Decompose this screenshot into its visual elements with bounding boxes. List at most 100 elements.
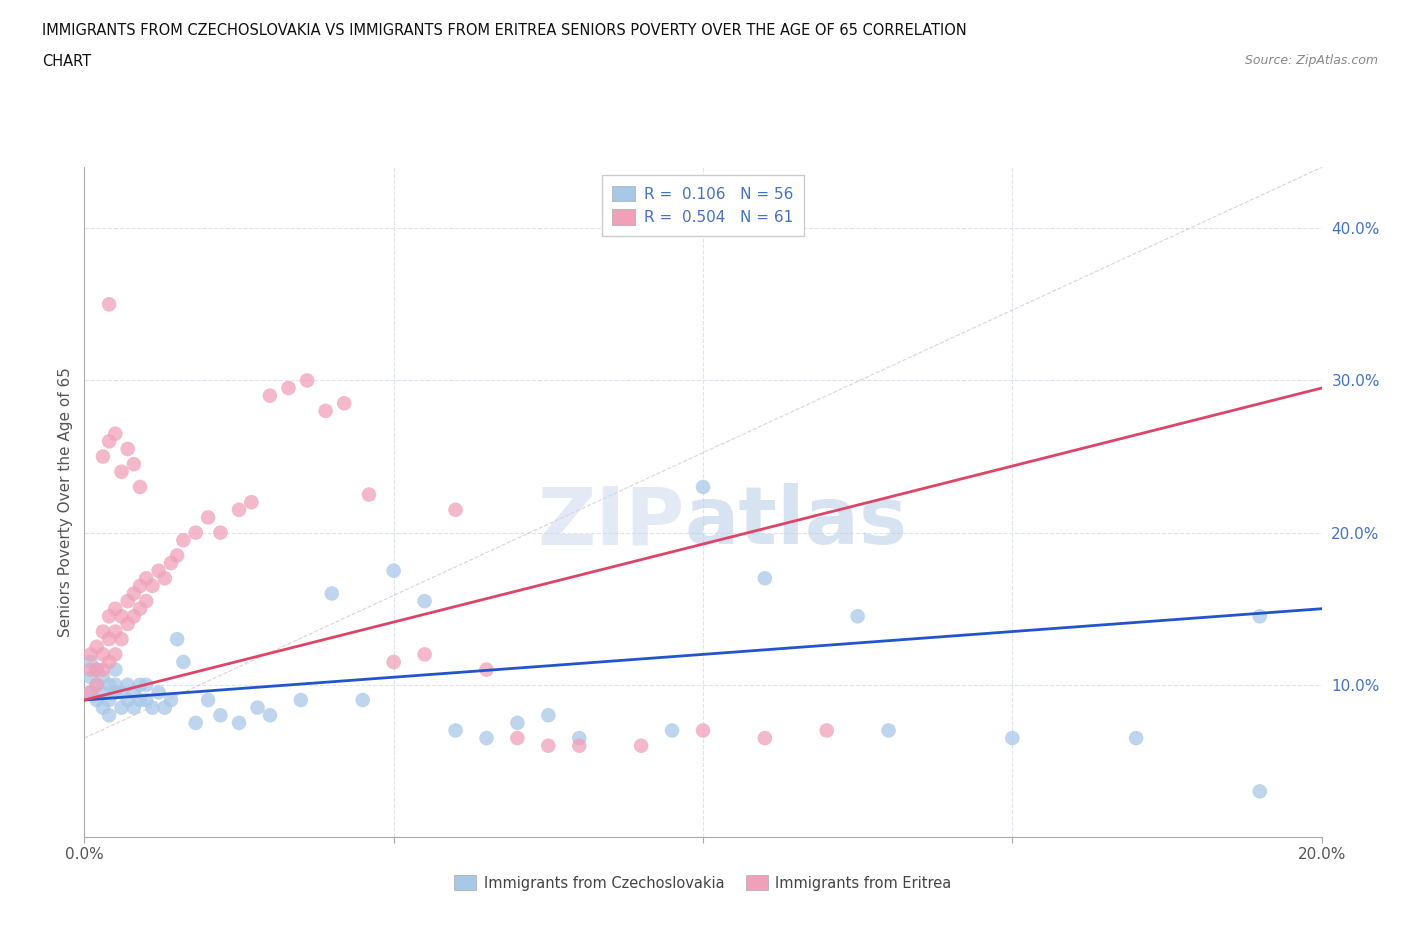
Point [110, 464, 132, 479]
Point [104, 677, 127, 692]
Point [568, 731, 591, 746]
Point [98, 708, 121, 723]
Point [290, 693, 312, 708]
Point [98, 434, 121, 449]
Point [79, 685, 101, 700]
Point [86, 639, 108, 654]
Legend: Immigrants from Czechoslovakia, Immigrants from Eritrea: Immigrants from Czechoslovakia, Immigran… [449, 870, 957, 897]
Point [122, 457, 145, 472]
Point [382, 655, 405, 670]
Point [475, 731, 498, 746]
Point [86, 677, 108, 692]
Point [153, 571, 176, 586]
Point [506, 731, 529, 746]
Point [197, 510, 219, 525]
Point [135, 571, 157, 586]
Point [104, 647, 127, 662]
Point [475, 662, 498, 677]
Point [692, 480, 714, 495]
Point [122, 609, 145, 624]
Point [815, 723, 838, 737]
Point [129, 677, 152, 692]
Point [141, 578, 163, 593]
Point [122, 685, 145, 700]
Point [209, 708, 232, 723]
Text: atlas: atlas [685, 484, 907, 562]
Point [79, 655, 101, 670]
Point [104, 624, 127, 639]
Point [117, 617, 139, 631]
Point [877, 723, 900, 737]
Point [135, 677, 157, 692]
Point [172, 655, 194, 670]
Point [117, 693, 139, 708]
Text: ZIP: ZIP [537, 484, 685, 562]
Point [754, 571, 776, 586]
Point [117, 442, 139, 457]
Point [110, 700, 132, 715]
Point [129, 602, 152, 617]
Point [537, 708, 560, 723]
Point [444, 502, 467, 517]
Point [141, 700, 163, 715]
Point [172, 533, 194, 548]
Point [184, 525, 207, 540]
Point [160, 555, 183, 570]
Point [110, 685, 132, 700]
Point [382, 564, 405, 578]
Text: IMMIGRANTS FROM CZECHOSLOVAKIA VS IMMIGRANTS FROM ERITREA SENIORS POVERTY OVER T: IMMIGRANTS FROM CZECHOSLOVAKIA VS IMMIGR… [42, 23, 967, 38]
Point [1249, 609, 1271, 624]
Point [315, 404, 337, 418]
Point [228, 502, 250, 517]
Point [166, 548, 188, 563]
Point [197, 693, 219, 708]
Text: Source: ZipAtlas.com: Source: ZipAtlas.com [1244, 54, 1378, 67]
Point [122, 700, 145, 715]
Point [104, 685, 127, 700]
Point [98, 677, 121, 692]
Point [277, 380, 299, 395]
Point [1249, 784, 1271, 799]
Point [1125, 731, 1147, 746]
Point [166, 631, 188, 646]
Point [413, 593, 436, 608]
Point [754, 731, 776, 746]
Point [117, 677, 139, 692]
Point [98, 693, 121, 708]
Point [79, 685, 101, 700]
Point [209, 525, 232, 540]
Point [129, 693, 152, 708]
Point [295, 373, 318, 388]
Point [98, 609, 121, 624]
Point [110, 631, 132, 646]
Point [98, 631, 121, 646]
Point [91, 662, 114, 677]
Point [91, 685, 114, 700]
Point [129, 480, 152, 495]
Point [104, 426, 127, 441]
Point [104, 662, 127, 677]
Text: CHART: CHART [42, 54, 91, 69]
Point [79, 662, 101, 677]
Point [692, 723, 714, 737]
Point [568, 738, 591, 753]
Point [506, 715, 529, 730]
Point [160, 693, 183, 708]
Point [129, 578, 152, 593]
Point [357, 487, 380, 502]
Point [135, 693, 157, 708]
Point [148, 564, 170, 578]
Point [352, 693, 374, 708]
Point [259, 388, 281, 403]
Point [117, 593, 139, 608]
Point [413, 647, 436, 662]
Point [79, 670, 101, 684]
Point [86, 693, 108, 708]
Point [228, 715, 250, 730]
Point [661, 723, 683, 737]
Point [91, 700, 114, 715]
Point [135, 593, 157, 608]
Point [1001, 731, 1024, 746]
Point [537, 738, 560, 753]
Point [630, 738, 652, 753]
